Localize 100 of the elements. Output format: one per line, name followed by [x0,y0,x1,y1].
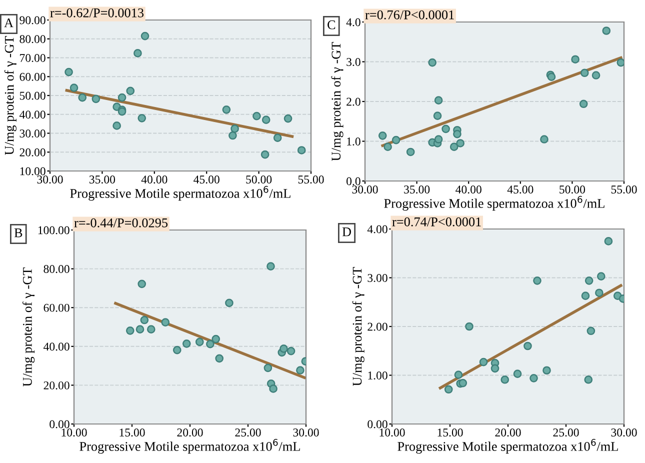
y-tick-label: 80.00 [20,35,46,44]
point [592,71,600,80]
point [136,325,144,334]
y-axis-title: U/mg protein of γ -GT [352,267,364,386]
point [118,93,126,102]
x-tick-label: 50.00 [246,176,272,184]
point [262,116,270,124]
point [264,364,272,372]
point [140,316,149,324]
y-tick-label: 1.00 [368,371,388,380]
chart-title: r=0.74/P<0.0001 [392,217,481,226]
point [406,148,415,156]
point [112,122,121,130]
point [450,142,458,151]
text: C [328,20,336,30]
y-tick-label: 10.00 [20,167,46,176]
x-tick-label: 25.00 [235,428,261,437]
point [212,334,220,344]
point [286,346,296,356]
x-tick-label: 55.00 [298,176,324,184]
x-axis-title: Progressive Motile spermatozoa x10$^{6}$/mL [70,186,290,201]
point [182,340,191,348]
y-tick-label: 1.0 [347,137,360,146]
point [454,370,463,379]
point [584,276,594,285]
point [453,130,462,138]
x-tick-label: 55.00 [611,186,637,194]
x-tick-label: 35.00 [89,176,116,184]
point [595,288,604,298]
x-tick-label: 50.00 [560,186,586,194]
point [442,124,450,134]
y-axis-title: U/mg protein of γ -GT [22,268,35,386]
point [252,112,261,120]
point [230,124,239,133]
x-tick-label: 30.00 [37,176,63,184]
y-axis-title: U/mg protein of γ -GT [331,42,344,161]
point [542,366,551,375]
text: A [4,18,14,28]
point [195,338,204,346]
x-tick-label: 45.00 [507,186,534,194]
point [428,58,437,67]
x-tick-label: 15.00 [438,428,463,437]
point [64,68,73,76]
y-tick-label: 4.0 [346,18,360,26]
point [222,105,231,114]
point [513,370,522,378]
x-tick-label: 45.00 [194,176,220,184]
point [126,86,135,96]
point [296,366,304,374]
y-tick-label: 90.00 [20,16,46,24]
point [602,26,611,35]
point [581,292,590,300]
point [146,325,156,334]
x-tick-label: 15.00 [120,428,145,437]
point [140,32,150,40]
y-axis-title: U/mg protein of γ -GT [4,36,16,155]
point [138,114,146,122]
point [434,135,443,144]
point [586,326,596,336]
y-tick-label: 2.0 [346,98,360,106]
chart-title: r=-0.44/P=0.0295 [74,218,168,228]
x-tick-label: 35.00 [404,186,430,194]
y-tick-label: 40.00 [20,110,46,119]
point [215,354,224,363]
y-tick-label: 2.00 [368,322,388,331]
point [579,100,588,108]
point [444,385,453,394]
y-tick-label: 50.00 [20,92,46,100]
y-tick-label: 100.00 [38,226,70,234]
y-tick-label: 20.00 [20,148,46,156]
point [530,374,538,382]
point [280,344,288,353]
y-tick-label: 70.00 [20,54,46,62]
point [540,135,548,144]
y-tick-label: 4.00 [367,225,388,234]
point [161,318,170,327]
x-tick-label: 10.00 [380,428,405,437]
point [269,384,278,393]
x-axis-title: Progressive Motile spermatozoa x10$^{6}$/mL [398,438,618,454]
point [273,134,282,142]
y-tick-label: 40.00 [44,342,70,351]
y-tick-label: 30.00 [20,129,46,138]
x-axis-title: Progressive Motile spermatozoa x10$^{6}$/mL [384,196,604,211]
point [596,272,606,280]
point [134,49,142,58]
x-tick-label: 10.00 [62,428,87,437]
x-tick-label: 30.00 [611,428,637,437]
point [384,142,392,151]
point [479,358,488,366]
point [465,322,474,331]
text: B [14,228,22,238]
point [70,84,78,92]
x-tick-label: 20.00 [177,428,203,437]
x-tick-label: 30.00 [293,428,319,437]
point [458,378,468,388]
y-tick-label: 60.00 [44,304,70,312]
y-tick-label: 60.00 [20,72,46,81]
point [616,58,624,67]
x-tick-label: 40.00 [141,176,168,184]
point [433,112,442,120]
